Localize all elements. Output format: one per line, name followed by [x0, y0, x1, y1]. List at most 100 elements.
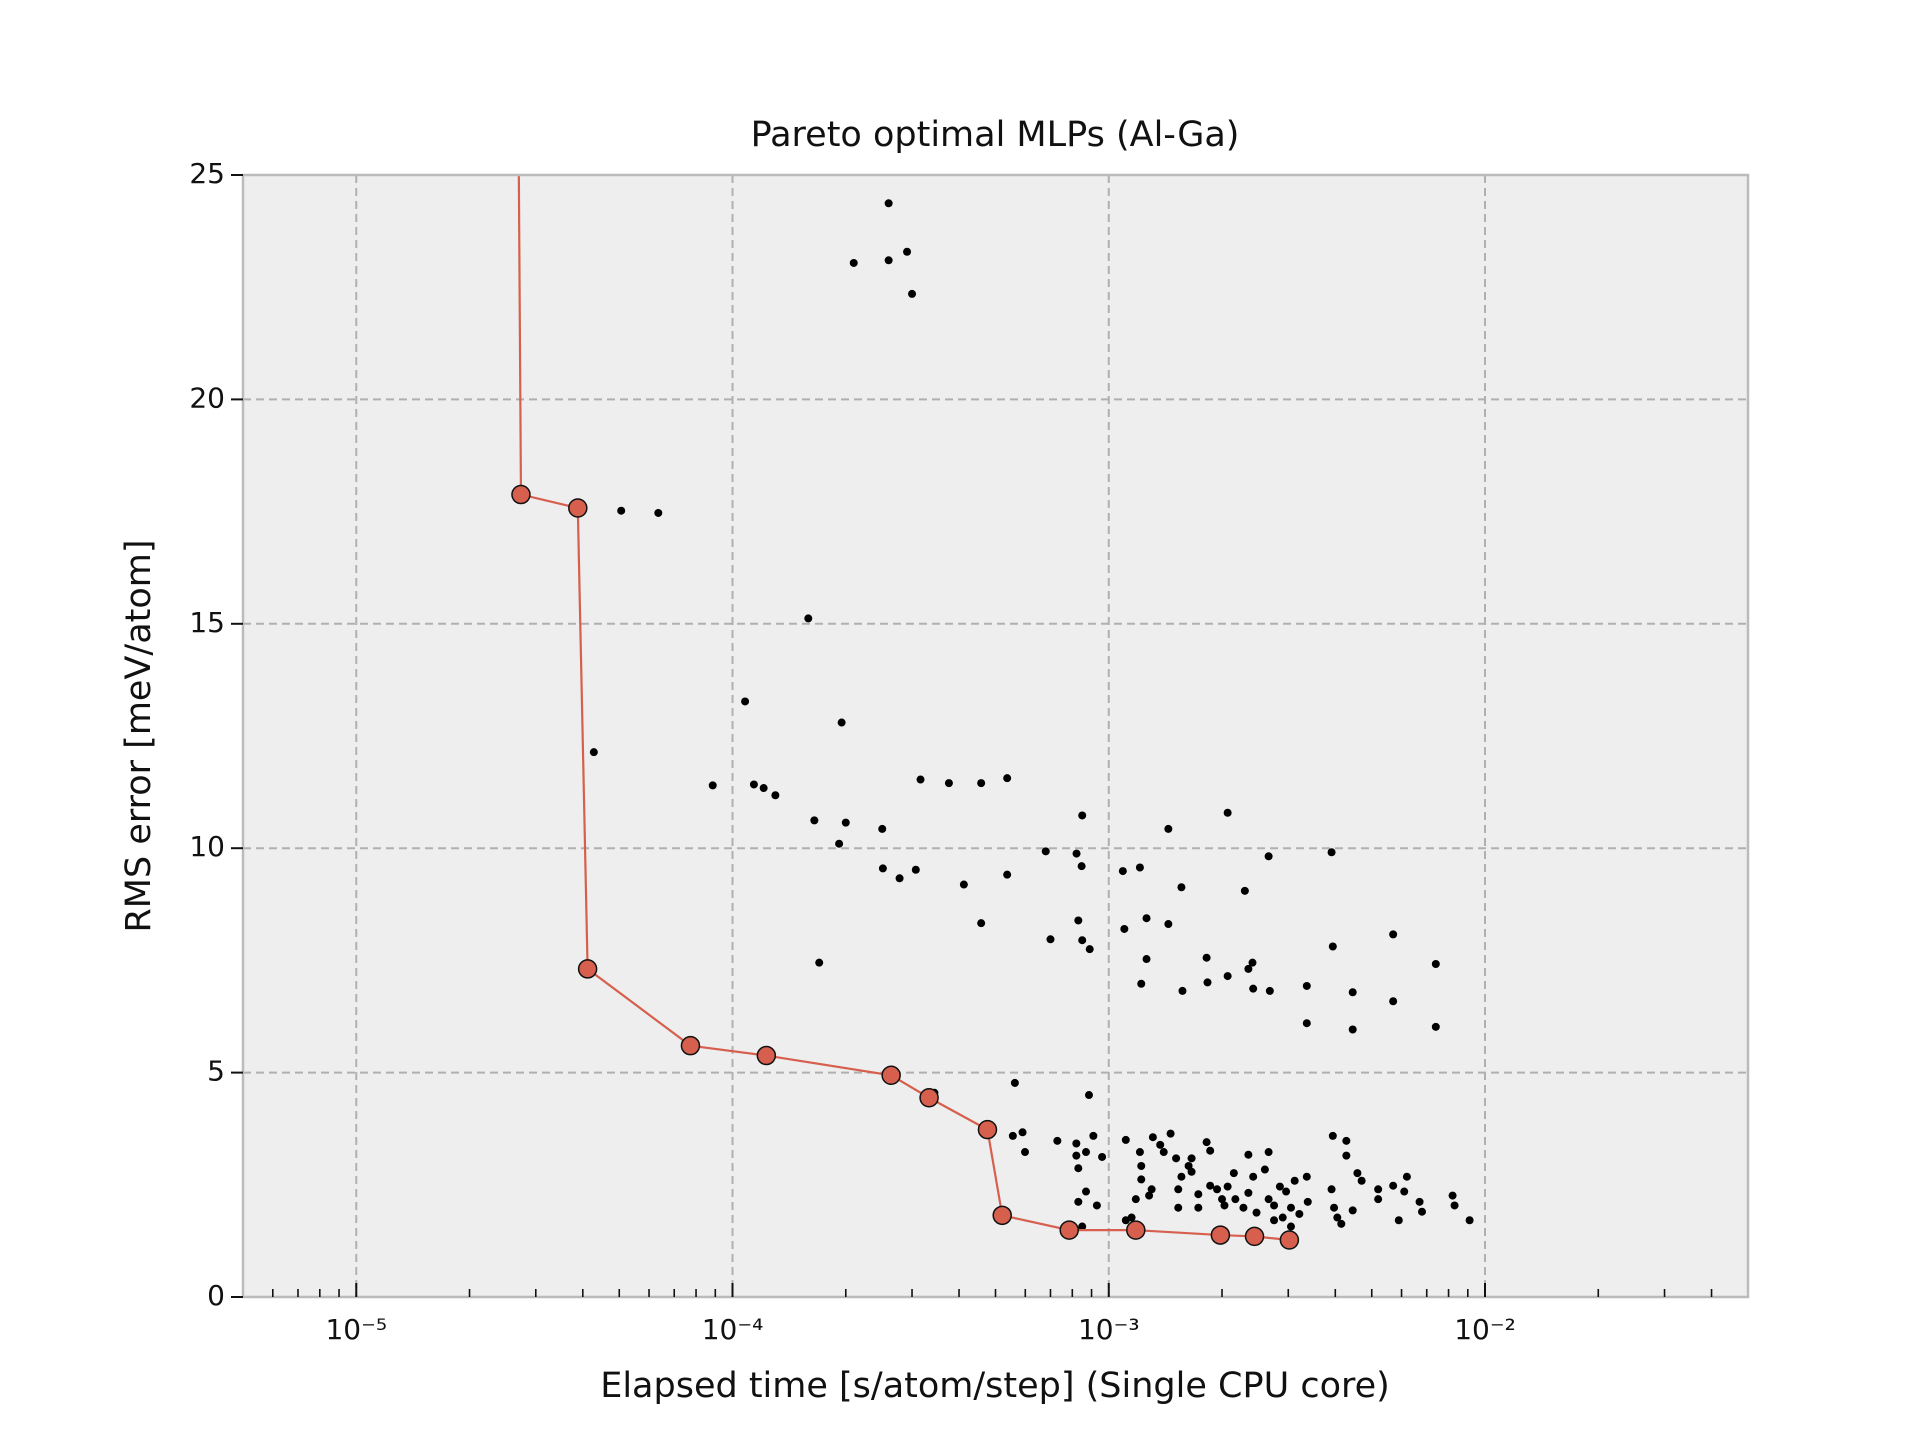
data-point — [1278, 1213, 1287, 1222]
data-point — [1244, 1150, 1253, 1159]
x-tick-label: 10⁻² — [1454, 1313, 1516, 1346]
data-point — [1194, 1190, 1203, 1199]
data-point — [959, 880, 968, 889]
pareto-point — [568, 498, 588, 518]
data-point — [837, 718, 846, 727]
data-point — [884, 256, 893, 265]
pareto-point — [577, 959, 598, 979]
data-point — [1003, 870, 1012, 879]
data-point — [815, 958, 824, 967]
data-point — [1286, 1222, 1295, 1231]
marks — [511, 175, 1474, 1250]
data-point — [1302, 1172, 1311, 1181]
data-point — [1240, 886, 1249, 895]
pareto-point — [919, 1087, 939, 1108]
data-point — [1159, 1148, 1168, 1157]
data-point — [1177, 1172, 1186, 1181]
data-point — [1389, 1181, 1398, 1190]
data-point — [1018, 1128, 1027, 1137]
data-point — [804, 614, 813, 623]
data-point — [1213, 1185, 1222, 1194]
y-tick-label: 25 — [189, 157, 225, 190]
data-point — [1328, 942, 1337, 951]
data-point — [841, 818, 850, 827]
data-point — [1148, 1133, 1157, 1142]
data-point — [1275, 1182, 1284, 1191]
data-point — [1282, 1187, 1291, 1196]
data-point — [884, 199, 893, 208]
data-point — [1156, 1140, 1165, 1149]
data-point — [878, 824, 887, 833]
y-tick-label: 5 — [207, 1055, 225, 1088]
data-point — [1303, 1197, 1312, 1206]
data-point — [1417, 1207, 1426, 1216]
data-point — [1450, 1201, 1459, 1210]
x-tick-label: 10⁻⁵ — [325, 1313, 387, 1346]
data-point — [1072, 1151, 1081, 1160]
data-point — [1074, 916, 1083, 925]
data-point — [1206, 1146, 1215, 1155]
data-point — [1342, 1136, 1351, 1145]
data-point — [878, 864, 887, 873]
data-point — [1172, 1154, 1181, 1163]
data-point — [1431, 959, 1440, 968]
data-point — [1187, 1167, 1196, 1176]
pareto-point — [756, 1045, 777, 1066]
data-point — [1127, 1213, 1136, 1222]
data-point — [1003, 774, 1012, 783]
data-point — [1118, 867, 1127, 876]
data-point — [1374, 1185, 1383, 1194]
data-point — [1164, 824, 1173, 833]
data-point — [908, 289, 917, 298]
data-point — [1264, 852, 1273, 861]
data-point — [1121, 1135, 1130, 1144]
data-point — [1177, 883, 1186, 892]
pareto-point — [1126, 1220, 1146, 1240]
data-point — [1327, 848, 1336, 857]
data-point — [589, 748, 598, 757]
data-point — [1142, 914, 1151, 923]
data-point — [1074, 1197, 1083, 1206]
data-point — [1008, 1131, 1017, 1140]
data-point — [1249, 1172, 1258, 1181]
data-point — [1270, 1201, 1279, 1210]
data-point — [1082, 1187, 1091, 1196]
data-point — [1166, 1129, 1175, 1138]
data-point — [1137, 1175, 1146, 1184]
data-point — [849, 258, 858, 267]
data-point — [1333, 1213, 1342, 1222]
data-point — [1089, 1131, 1098, 1140]
data-point — [1164, 920, 1173, 929]
y-tick-label: 20 — [189, 381, 225, 414]
data-point — [1415, 1197, 1424, 1206]
data-point — [1078, 936, 1087, 945]
data-point — [1448, 1191, 1457, 1200]
data-point — [1082, 1148, 1091, 1157]
data-point — [1223, 808, 1232, 817]
data-point — [903, 247, 912, 256]
data-point — [1135, 1148, 1144, 1157]
data-point — [1286, 1203, 1295, 1212]
data-point — [1389, 997, 1398, 1006]
data-point — [1327, 1185, 1336, 1194]
data-point — [1239, 1203, 1248, 1212]
data-point — [1223, 972, 1232, 981]
data-point — [1078, 1222, 1087, 1231]
data-point — [1389, 930, 1398, 939]
data-point — [1330, 1203, 1339, 1212]
data-point — [1202, 1138, 1211, 1147]
x-tick-label: 10⁻³ — [1078, 1313, 1140, 1346]
data-point — [1248, 958, 1257, 967]
data-point — [1223, 1182, 1232, 1191]
data-point — [1264, 1195, 1273, 1204]
data-point — [1302, 1019, 1311, 1028]
data-point — [1353, 1169, 1362, 1178]
pareto-point — [977, 1119, 998, 1140]
data-point — [741, 697, 750, 706]
y-tick-label: 0 — [207, 1279, 225, 1312]
data-point — [1244, 1188, 1253, 1197]
data-point — [1348, 1206, 1357, 1215]
x-tick-label: 10⁻⁴ — [702, 1313, 764, 1346]
pareto-point — [680, 1035, 701, 1056]
data-point — [1252, 1208, 1261, 1217]
